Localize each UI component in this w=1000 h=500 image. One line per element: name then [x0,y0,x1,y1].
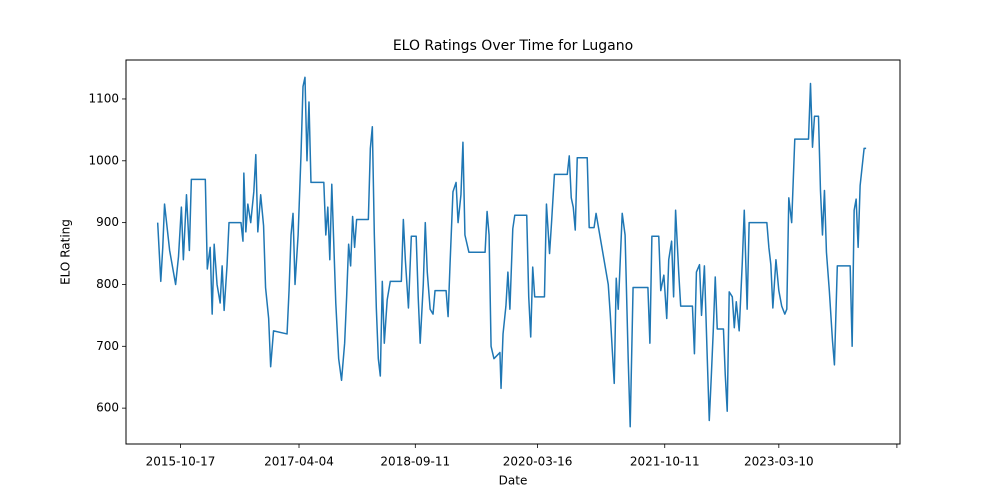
y-tick-label: 1100 [88,91,119,105]
y-tick-label: 1000 [88,153,119,167]
x-axis-label: Date [499,474,528,488]
x-tick-label: 2023-03-10 [744,455,814,469]
x-tick-label: 2021-10-11 [630,455,700,469]
plot-frame [125,59,901,445]
y-tick-label: 700 [96,339,119,353]
y-tick-label: 600 [96,401,119,415]
x-tick-label: 2015-10-17 [146,455,216,469]
y-tick-label: 800 [96,277,119,291]
x-tick-label: 2018-09-11 [380,455,450,469]
y-tick-label: 900 [96,215,119,229]
x-tick-label: 2017-04-04 [264,455,334,469]
chart-title: ELO Ratings Over Time for Lugano [393,38,633,54]
y-axis-label: ELO Rating [59,219,73,285]
data-line [156,76,867,428]
x-tick-label: 2020-03-16 [503,455,573,469]
